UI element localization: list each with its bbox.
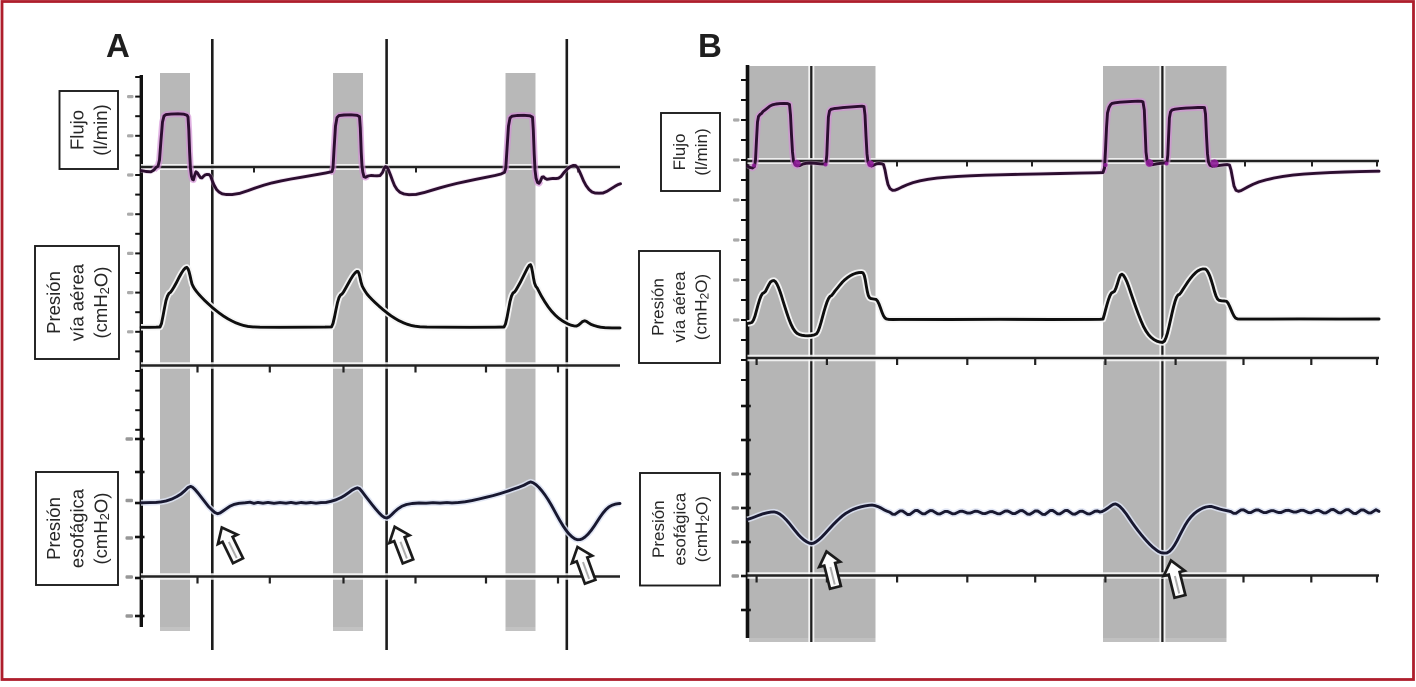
svg-text:Flujo: Flujo	[67, 110, 88, 150]
svg-text:B: B	[698, 27, 722, 64]
svg-text:Presión: Presión	[649, 500, 668, 558]
svg-text:esofágica: esofágica	[671, 492, 690, 565]
svg-text:(cmH2O): (cmH2O)	[692, 274, 712, 340]
svg-text:vía aérea: vía aérea	[67, 263, 88, 341]
svg-text:(l/min): (l/min)	[692, 128, 711, 175]
svg-text:vía aérea: vía aérea	[670, 271, 689, 342]
svg-text:Flujo: Flujo	[670, 134, 689, 171]
svg-text:Presión: Presión	[43, 497, 64, 560]
svg-text:A: A	[106, 27, 130, 64]
svg-text:(cmH2O): (cmH2O)	[692, 496, 712, 562]
svg-text:esofágica: esofágica	[67, 488, 88, 568]
svg-text:Presión: Presión	[648, 278, 667, 336]
svg-text:(l/min): (l/min)	[90, 104, 111, 155]
svg-text:(cmH2O): (cmH2O)	[90, 267, 112, 339]
svg-text:Presión: Presión	[43, 271, 64, 334]
svg-text:(cmH2O): (cmH2O)	[90, 493, 112, 565]
